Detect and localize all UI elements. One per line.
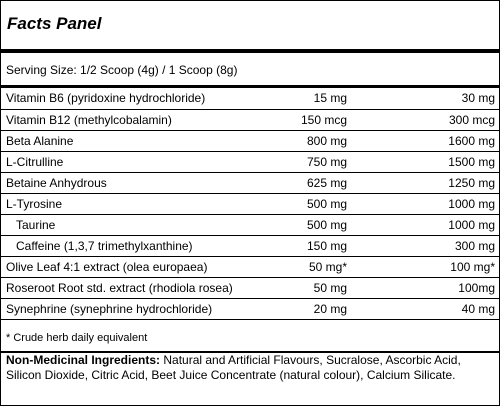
ingredient-name: Roseroot Root std. extract (rhodiola ros… [6,281,233,295]
half-scoop-amount: 500 mg [306,218,347,232]
half-scoop-amount: 625 mg [306,176,347,190]
table-row: Roseroot Root std. extract (rhodiola ros… [1,278,499,299]
table-row: Vitamin B12 (methylcobalamin) 150 mcg 30… [1,110,499,131]
table-row: Caffeine (1,3,7 trimethylxanthine) 150 m… [1,236,499,257]
panel-title: Facts Panel [7,14,102,33]
half-scoop-amount: 15 mg [313,91,347,105]
table-row: L-Citrulline 750 mg 1500 mg [1,152,499,173]
ingredient-name: Betaine Anhydrous [6,176,107,190]
table-row: L-Tyrosine 500 mg 1000 mg [1,194,499,215]
full-scoop-amount: 300 mg [454,239,495,253]
ingredient-name: Synephrine (synephrine hydrochloride) [6,302,213,316]
full-scoop-amount: 40 mg [461,302,495,316]
half-scoop-amount: 150 mg [306,239,347,253]
non-medicinal-label: Non-Medicinal Ingredients: [6,353,161,367]
non-medicinal-ingredients: Non-Medicinal Ingredients: Natural and A… [6,353,494,383]
ingredient-name: Caffeine (1,3,7 trimethylxanthine) [16,239,193,253]
ingredient-table: Vitamin B6 (pyridoxine hydrochloride) 15… [1,88,499,320]
full-scoop-amount: 100mg [458,281,495,295]
footnote-divider [1,351,499,353]
footnote: * Crude herb daily equivalent [6,332,148,344]
serving-size: Serving Size: 1/2 Scoop (4g) / 1 Scoop (… [6,63,238,77]
table-row: Taurine 500 mg 1000 mg [1,215,499,236]
half-scoop-amount: 150 mcg [300,113,347,127]
title-divider [1,49,499,53]
full-scoop-amount: 1500 mg [448,155,495,169]
full-scoop-amount: 100 mg* [450,260,495,274]
ingredient-name: Olive Leaf 4:1 extract (olea europaea) [6,260,208,274]
ingredient-name: Taurine [16,218,56,232]
full-scoop-amount: 300 mcg [448,113,495,127]
half-scoop-amount: 500 mg [306,197,347,211]
table-row: Olive Leaf 4:1 extract (olea europaea) 5… [1,257,499,278]
half-scoop-amount: 20 mg [313,302,347,316]
full-scoop-amount: 30 mg [461,91,495,105]
half-scoop-amount: 800 mg [306,134,347,148]
full-scoop-amount: 1000 mg [448,218,495,232]
serving-divider [1,85,499,88]
ingredient-name: Vitamin B6 (pyridoxine hydrochloride) [6,91,206,105]
table-row: Beta Alanine 800 mg 1600 mg [1,131,499,152]
non-medicinal-text: Natural and Artificial Flavours, Sucralo… [6,353,461,382]
full-scoop-amount: 1600 mg [448,134,495,148]
ingredient-name: L-Tyrosine [6,197,63,211]
ingredient-name: Beta Alanine [6,134,74,148]
ingredient-name: L-Citrulline [6,155,64,169]
half-scoop-amount: 750 mg [306,155,347,169]
half-scoop-amount: 50 mg* [308,260,347,274]
half-scoop-amount: 50 mg [313,281,347,295]
table-row: Betaine Anhydrous 625 mg 1250 mg [1,173,499,194]
full-scoop-amount: 1250 mg [448,176,495,190]
table-row: Vitamin B6 (pyridoxine hydrochloride) 15… [1,88,499,110]
ingredient-name: Vitamin B12 (methylcobalamin) [6,113,172,127]
table-row: Synephrine (synephrine hydrochloride) 20… [1,299,499,320]
full-scoop-amount: 1000 mg [448,197,495,211]
